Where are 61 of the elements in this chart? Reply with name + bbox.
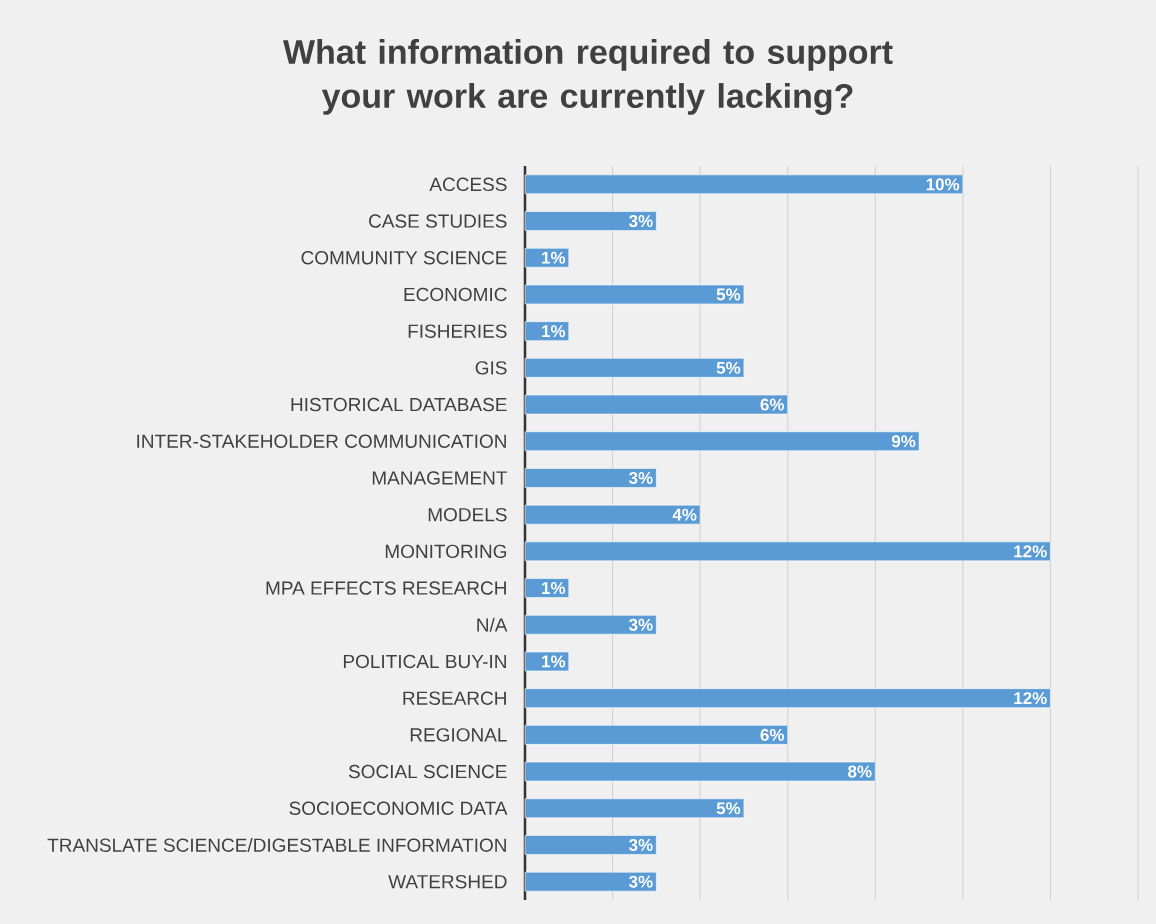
data-label: 6% bbox=[760, 728, 785, 741]
data-label: 10% bbox=[926, 178, 960, 191]
data-label: 3% bbox=[628, 838, 653, 851]
bar bbox=[524, 651, 570, 672]
bar bbox=[524, 541, 1051, 562]
data-label: 3% bbox=[628, 875, 653, 888]
data-label: 5% bbox=[716, 288, 741, 301]
bar bbox=[524, 614, 657, 635]
bar bbox=[524, 394, 789, 415]
bar bbox=[524, 871, 657, 892]
bar bbox=[524, 578, 570, 598]
data-label: 8% bbox=[848, 765, 872, 778]
data-label: 4% bbox=[672, 508, 697, 521]
y-tick-label: CASE STUDIES bbox=[369, 214, 507, 228]
bar bbox=[524, 725, 789, 745]
data-label: 6% bbox=[760, 398, 785, 411]
data-label: 1% bbox=[542, 582, 566, 595]
y-tick-label: SOCIAL SCIENCE bbox=[348, 764, 507, 779]
y-tick-label: ECONOMIC bbox=[404, 287, 507, 302]
y-tick-label: HISTORICAL DATABASE bbox=[291, 397, 507, 412]
y-tick-label: WATERSHED bbox=[388, 874, 507, 889]
y-tick-label: FISHERIES bbox=[408, 324, 507, 338]
data-label: 5% bbox=[716, 361, 741, 374]
bar bbox=[524, 358, 745, 378]
bar bbox=[524, 321, 570, 341]
y-tick-label: RESEARCH bbox=[403, 691, 506, 705]
data-label: 1% bbox=[542, 325, 566, 338]
y-tick-label: GIS bbox=[475, 361, 507, 375]
y-tick-label: MONITORING bbox=[385, 544, 507, 559]
y-tick-label: POLITICAL BUY-IN bbox=[343, 654, 506, 669]
y-tick-label: MODELS bbox=[428, 507, 507, 522]
data-label: 3% bbox=[628, 618, 653, 631]
bar bbox=[524, 835, 657, 855]
y-tick-label: MPA EFFECTS RESEARCH bbox=[266, 581, 506, 595]
bar bbox=[524, 688, 1051, 708]
y-tick-label: MANAGEMENT bbox=[372, 471, 508, 485]
data-label: 12% bbox=[1014, 545, 1047, 558]
bar bbox=[524, 431, 920, 452]
y-tick-label: COMMUNITY SCIENCE bbox=[301, 251, 507, 265]
data-label: 1% bbox=[542, 251, 566, 264]
chart-title: What information required to support your work are currently lacking? bbox=[283, 39, 893, 115]
data-label: 5% bbox=[716, 802, 741, 815]
bar bbox=[524, 761, 876, 782]
bar bbox=[524, 504, 701, 525]
y-tick-label: N/A bbox=[477, 617, 508, 632]
bar bbox=[524, 211, 657, 231]
y-tick-label: REGIONAL bbox=[410, 728, 507, 742]
bar bbox=[524, 284, 745, 305]
bar bbox=[524, 174, 964, 195]
data-label: 12% bbox=[1014, 692, 1047, 705]
y-tick-label: INTER-STAKEHOLDER COMMUNICATION bbox=[137, 434, 506, 448]
bar bbox=[524, 468, 657, 488]
data-label: 9% bbox=[891, 435, 916, 448]
data-label: 3% bbox=[628, 215, 653, 228]
data-label: 1% bbox=[542, 655, 566, 668]
data-label: 3% bbox=[628, 471, 653, 484]
bar bbox=[524, 798, 745, 819]
y-tick-label: TRANSLATE SCIENCE/DIGESTABLE INFORMATION bbox=[47, 837, 506, 852]
y-tick-label: ACCESS bbox=[429, 177, 507, 192]
bar bbox=[524, 247, 570, 268]
y-tick-label: SOCIOECONOMIC DATA bbox=[289, 801, 508, 815]
